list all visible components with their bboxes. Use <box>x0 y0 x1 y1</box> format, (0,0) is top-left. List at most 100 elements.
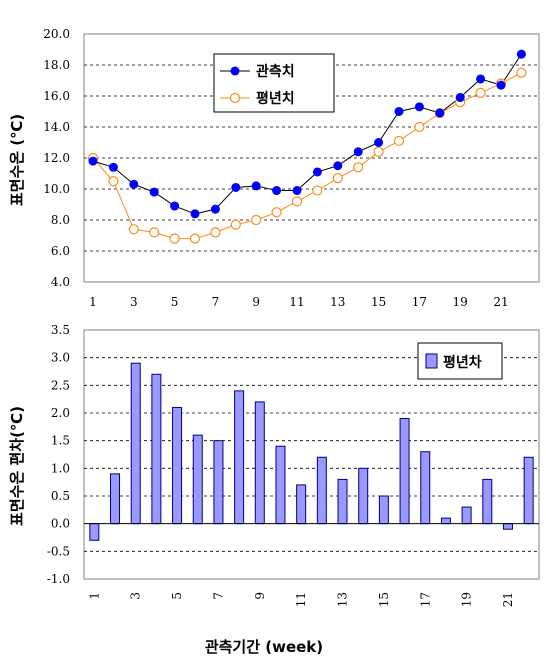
deviation-bar <box>254 401 265 525</box>
bottom-bars-group <box>84 362 539 541</box>
bottom-x-tick-label: 7 <box>211 592 225 600</box>
bottom-x-tick-label: 17 <box>418 592 432 607</box>
top-x-tick-label: 9 <box>252 295 260 309</box>
normal-series-line <box>92 72 522 240</box>
deviation-bar <box>358 467 369 525</box>
bottom-y-tick-label: 2.0 <box>51 406 70 420</box>
deviation-bar <box>337 478 348 525</box>
top-y-tick-label: 16.0 <box>43 89 70 103</box>
top-y-tick-label: 14.0 <box>43 120 70 134</box>
top-y-tick-labels: 4.0 6.0 8.0 10.0 12.0 14.0 16.0 18.0 20.0 <box>43 27 70 289</box>
deviation-bar <box>151 373 162 525</box>
observed-point <box>149 187 159 197</box>
normal-point <box>332 173 343 184</box>
observed-point <box>516 49 526 59</box>
observed-point <box>455 93 465 103</box>
top-x-tick-label: 13 <box>330 295 345 309</box>
bottom-x-tick-label: 11 <box>294 592 308 607</box>
observed-point <box>394 107 404 116</box>
bottom-x-tick-labels: 1 3 5 7 9 11 13 15 17 19 21 <box>87 592 515 607</box>
top-series-group <box>87 49 527 244</box>
top-x-tick-label: 1 <box>89 295 97 309</box>
deviation-bar <box>440 517 451 525</box>
bottom-y-tick-label: 2.5 <box>51 378 70 392</box>
normal-point <box>516 67 527 78</box>
bottom-y-tick-label: -0.5 <box>47 544 70 558</box>
deviation-bar <box>275 445 286 525</box>
top-legend: 관측치 평년치 <box>213 53 335 113</box>
normal-point <box>393 135 405 147</box>
observed-point <box>292 186 302 196</box>
bottom-y-tick-label: 0.5 <box>51 489 70 503</box>
bottom-x-tick-label: 19 <box>460 592 474 607</box>
bottom-y-tick-label: 1.5 <box>51 434 70 448</box>
normal-point <box>373 146 384 157</box>
deviation-bar <box>502 523 513 530</box>
normal-point <box>475 87 486 99</box>
bottom-chart: -1.0-0.50.00.51.01.52.02.53.03.5 1 3 5 7 9 11… <box>8 323 540 656</box>
legend-label-observed: 관측치 <box>256 63 295 80</box>
top-x-tick-label: 21 <box>493 295 508 309</box>
x-axis-title: 관측기간 (week) <box>205 638 323 656</box>
observed-point <box>210 204 220 214</box>
top-y-tick-label: 10.0 <box>43 182 70 196</box>
bottom-y-tick-label: 1.0 <box>51 461 70 475</box>
observed-point <box>496 80 506 90</box>
observed-series-line <box>92 53 522 215</box>
legend-marker-normal <box>229 92 241 104</box>
deviation-bar <box>89 523 100 541</box>
bottom-y-tick-labels: -1.0 -0.5 0.0 0.5 1.0 1.5 2.0 2.5 3.0 3.5 <box>47 323 70 586</box>
deviation-bar <box>482 478 493 525</box>
bottom-x-tick-label: 13 <box>336 592 350 607</box>
legend-marker-observed <box>230 66 240 76</box>
bottom-y-tick-label: 3.0 <box>51 351 70 365</box>
deviation-bar <box>296 484 307 525</box>
deviation-bar <box>130 362 141 525</box>
top-y-axis-title: 표면수온 (℃) <box>8 114 26 206</box>
normal-point <box>291 196 303 207</box>
deviation-bar <box>172 406 183 525</box>
deviation-bar <box>192 434 203 525</box>
top-y-tick-label: 8.0 <box>51 213 70 227</box>
normal-point <box>251 214 262 226</box>
observed-point <box>190 209 200 219</box>
top-y-tick-label: 4.0 <box>51 275 70 289</box>
normal-point <box>353 162 364 173</box>
deviation-bar <box>420 451 431 525</box>
deviation-bar <box>461 506 472 525</box>
observed-point <box>312 167 322 177</box>
observed-point <box>129 179 139 189</box>
top-x-tick-label: 17 <box>412 295 427 309</box>
deviation-bar <box>523 456 534 525</box>
top-x-tick-label: 5 <box>171 295 179 309</box>
observed-point <box>170 201 180 211</box>
normal-point <box>312 185 323 196</box>
top-y-tick-label: 6.0 <box>51 244 70 258</box>
top-x-tick-label: 11 <box>289 295 304 309</box>
normal-point <box>189 233 201 244</box>
bottom-x-tick-label: 1 <box>87 592 101 600</box>
observed-point <box>435 108 445 118</box>
observed-point <box>88 156 98 166</box>
top-x-tick-label: 19 <box>453 295 468 309</box>
deviation-bar <box>399 418 410 525</box>
observed-point <box>333 161 343 171</box>
observed-point <box>108 162 118 172</box>
deviation-bar <box>378 495 389 525</box>
normal-point <box>108 176 119 187</box>
top-y-tick-label: 20.0 <box>43 27 70 41</box>
observed-point <box>476 74 486 84</box>
top-x-tick-label: 7 <box>212 295 220 309</box>
normal-point <box>414 121 425 133</box>
bottom-y-axis-title: 표면수온 편차(℃) <box>8 406 26 526</box>
bottom-x-tick-label: 5 <box>170 592 184 600</box>
normal-point <box>210 227 221 238</box>
bottom-x-tick-label: 3 <box>129 592 143 600</box>
bottom-legend: 평년차 <box>417 342 503 380</box>
deviation-bar <box>316 456 327 525</box>
bottom-x-tick-label: 21 <box>501 592 515 607</box>
observed-point <box>272 186 282 196</box>
bottom-y-tick-label: 0.0 <box>51 517 70 531</box>
